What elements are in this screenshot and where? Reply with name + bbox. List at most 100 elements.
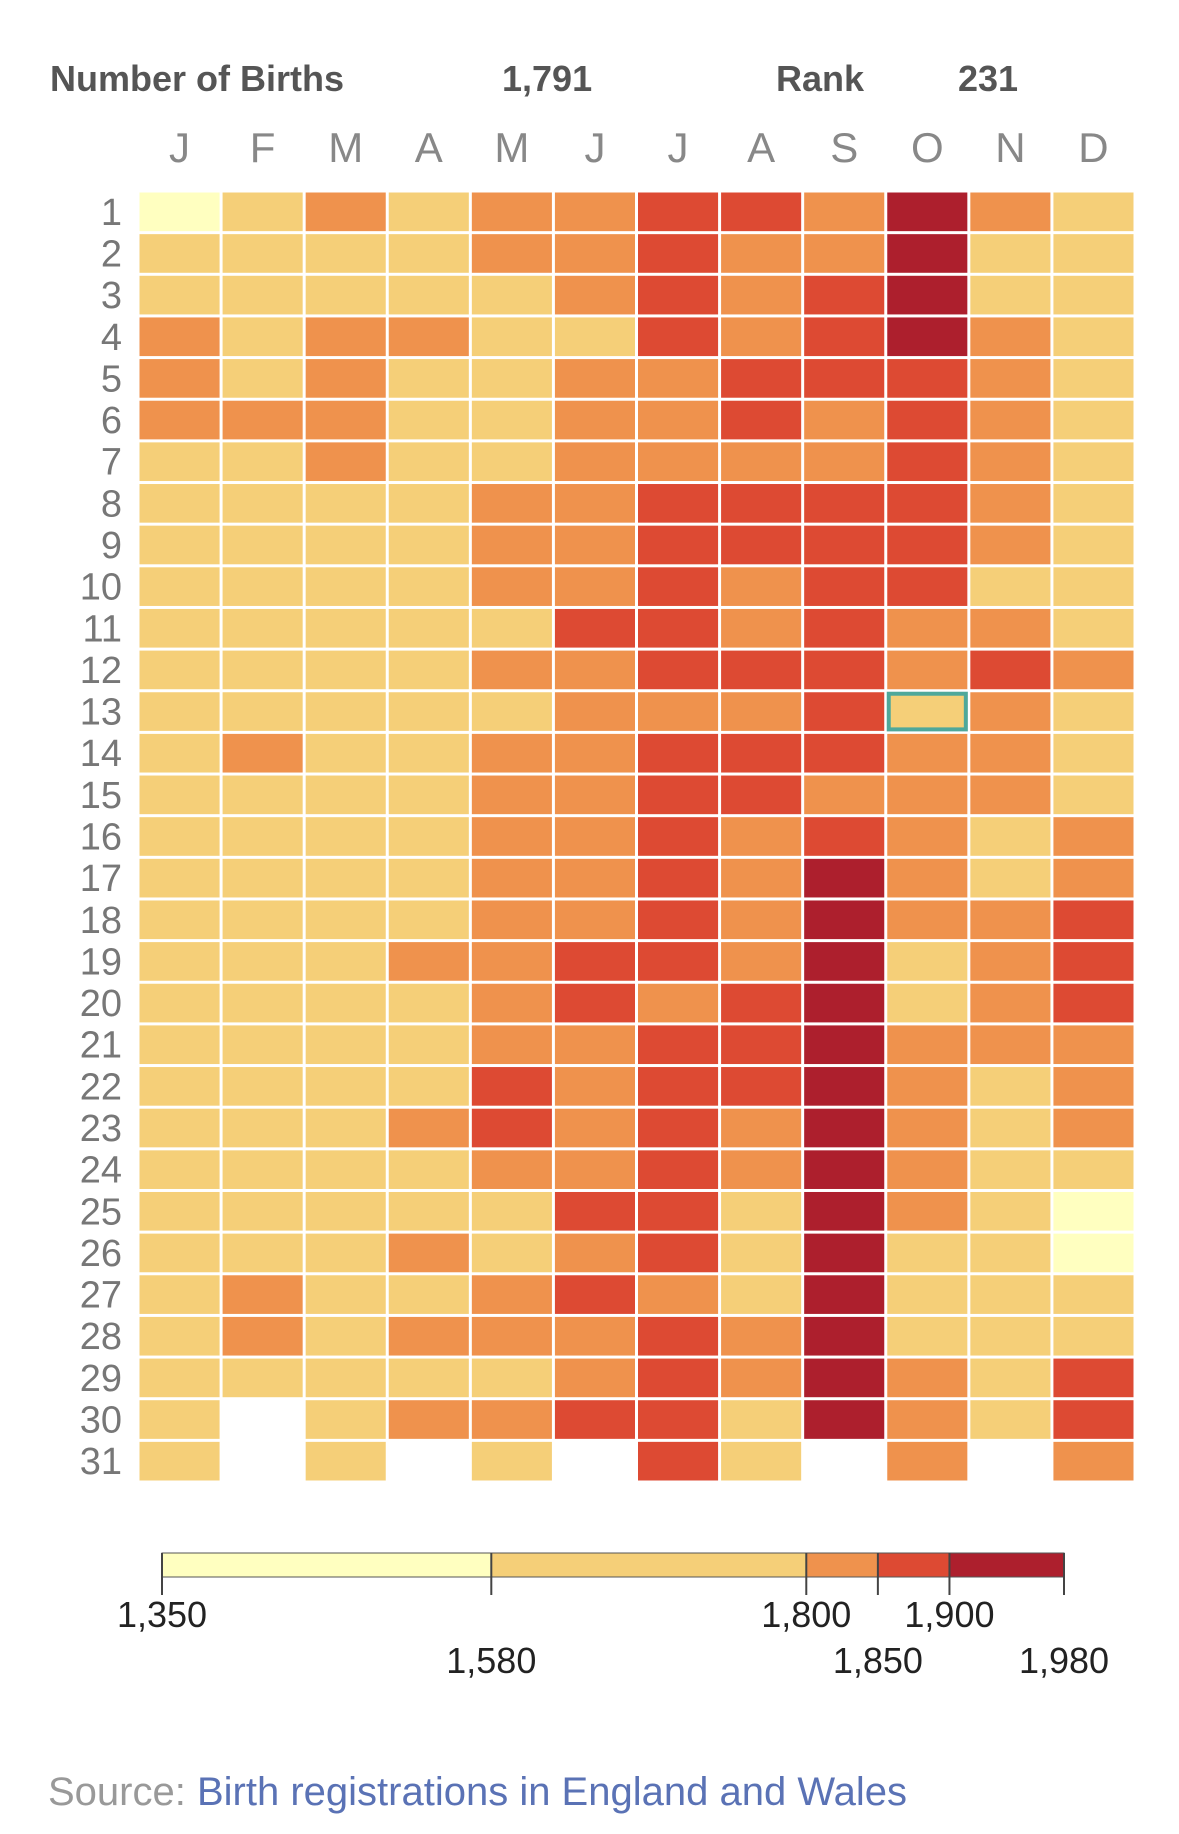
heatmap-cell[interactable] — [471, 192, 552, 232]
heatmap-cell[interactable] — [554, 484, 635, 523]
heatmap-cell[interactable] — [222, 317, 303, 357]
heatmap-cell[interactable] — [804, 733, 885, 773]
heatmap-cell[interactable] — [471, 275, 552, 315]
heatmap-cell[interactable] — [1053, 1025, 1134, 1065]
heatmap-cell[interactable] — [554, 317, 635, 357]
heatmap-cell[interactable] — [388, 1316, 469, 1356]
heatmap-cell[interactable] — [305, 525, 386, 565]
heatmap-cell[interactable] — [139, 1067, 220, 1106]
heatmap-cell[interactable] — [970, 942, 1051, 981]
heatmap-cell[interactable] — [887, 525, 968, 565]
heatmap-cell[interactable] — [305, 484, 386, 523]
heatmap-cell[interactable] — [887, 567, 968, 606]
heatmap-cell[interactable] — [471, 484, 552, 523]
heatmap-cell[interactable] — [388, 983, 469, 1023]
heatmap-cell[interactable] — [804, 1358, 885, 1398]
heatmap-cell[interactable] — [222, 692, 303, 731]
heatmap-cell[interactable] — [970, 650, 1051, 690]
heatmap-cell[interactable] — [305, 608, 386, 648]
heatmap-cell[interactable] — [721, 983, 802, 1023]
heatmap-cell[interactable] — [139, 1358, 220, 1398]
heatmap-cell[interactable] — [1053, 1108, 1134, 1148]
heatmap-cell[interactable] — [970, 692, 1051, 731]
heatmap-cell[interactable] — [554, 192, 635, 232]
heatmap-cell[interactable] — [721, 817, 802, 856]
heatmap-cell[interactable] — [638, 1108, 719, 1148]
heatmap-cell[interactable] — [887, 234, 968, 273]
heatmap-cell[interactable] — [388, 484, 469, 523]
heatmap-cell[interactable] — [721, 1441, 802, 1481]
heatmap-cell[interactable] — [471, 733, 552, 773]
heatmap-cell[interactable] — [554, 1400, 635, 1439]
heatmap-cell[interactable] — [721, 1067, 802, 1106]
heatmap-cell[interactable] — [804, 484, 885, 523]
heatmap-cell[interactable] — [139, 900, 220, 940]
heatmap-cell[interactable] — [804, 400, 885, 440]
heatmap-cell[interactable] — [721, 1108, 802, 1148]
heatmap-cell[interactable] — [388, 1067, 469, 1106]
heatmap-cell[interactable] — [970, 1233, 1051, 1273]
heatmap-cell[interactable] — [471, 442, 552, 482]
heatmap-cell[interactable] — [471, 317, 552, 357]
heatmap-cell[interactable] — [721, 400, 802, 440]
heatmap-cell[interactable] — [721, 1150, 802, 1189]
heatmap-cell[interactable] — [471, 1441, 552, 1481]
heatmap-cell[interactable] — [721, 692, 802, 731]
heatmap-cell[interactable] — [471, 900, 552, 940]
heatmap-cell[interactable] — [721, 359, 802, 398]
heatmap-cell[interactable] — [638, 733, 719, 773]
heatmap-cell[interactable] — [970, 1108, 1051, 1148]
heatmap-cell[interactable] — [222, 525, 303, 565]
heatmap-cell[interactable] — [305, 1275, 386, 1314]
heatmap-cell[interactable] — [554, 1191, 635, 1231]
heatmap-cell[interactable] — [554, 1150, 635, 1189]
heatmap-cell[interactable] — [887, 1275, 968, 1314]
heatmap-cell[interactable] — [471, 1316, 552, 1356]
heatmap-cell[interactable] — [638, 234, 719, 273]
heatmap-cell[interactable] — [305, 567, 386, 606]
heatmap-cell[interactable] — [554, 608, 635, 648]
heatmap-cell[interactable] — [1053, 234, 1134, 273]
heatmap-cell[interactable] — [638, 1275, 719, 1314]
heatmap-cell[interactable] — [139, 983, 220, 1023]
heatmap-cell[interactable] — [1053, 900, 1134, 940]
heatmap-cell[interactable] — [139, 1150, 220, 1189]
heatmap-cell[interactable] — [471, 1067, 552, 1106]
heatmap-cell[interactable] — [887, 650, 968, 690]
heatmap-cell[interactable] — [638, 1358, 719, 1398]
heatmap-cell[interactable] — [804, 983, 885, 1023]
heatmap-cell[interactable] — [804, 1191, 885, 1231]
heatmap-cell[interactable] — [305, 400, 386, 440]
heatmap-cell[interactable] — [638, 900, 719, 940]
heatmap-cell[interactable] — [554, 1025, 635, 1065]
heatmap-cell[interactable] — [804, 525, 885, 565]
heatmap-cell[interactable] — [1053, 817, 1134, 856]
heatmap-cell[interactable] — [388, 442, 469, 482]
heatmap-cell[interactable] — [804, 858, 885, 898]
heatmap-cell[interactable] — [1053, 650, 1134, 690]
heatmap-cell[interactable] — [222, 733, 303, 773]
heatmap-cell[interactable] — [887, 942, 968, 981]
heatmap-cell[interactable] — [554, 733, 635, 773]
heatmap-cell[interactable] — [222, 1233, 303, 1273]
heatmap-cell[interactable] — [887, 900, 968, 940]
heatmap-cell[interactable] — [139, 775, 220, 815]
heatmap-cell[interactable] — [721, 234, 802, 273]
heatmap-cell[interactable] — [305, 733, 386, 773]
heatmap-cell[interactable] — [222, 1358, 303, 1398]
heatmap-cell[interactable] — [887, 1233, 968, 1273]
heatmap-cell[interactable] — [638, 484, 719, 523]
heatmap-cell[interactable] — [638, 275, 719, 315]
heatmap-cell[interactable] — [1053, 567, 1134, 606]
heatmap-cell[interactable] — [721, 484, 802, 523]
heatmap-cell[interactable] — [139, 692, 220, 731]
heatmap-cell[interactable] — [305, 858, 386, 898]
heatmap-cell[interactable] — [222, 608, 303, 648]
heatmap-cell[interactable] — [638, 192, 719, 232]
heatmap-cell[interactable] — [305, 775, 386, 815]
heatmap-cell[interactable] — [471, 359, 552, 398]
heatmap-cell[interactable] — [1053, 942, 1134, 981]
heatmap-cell[interactable] — [471, 692, 552, 731]
heatmap-cell[interactable] — [887, 817, 968, 856]
heatmap-cell[interactable] — [554, 775, 635, 815]
